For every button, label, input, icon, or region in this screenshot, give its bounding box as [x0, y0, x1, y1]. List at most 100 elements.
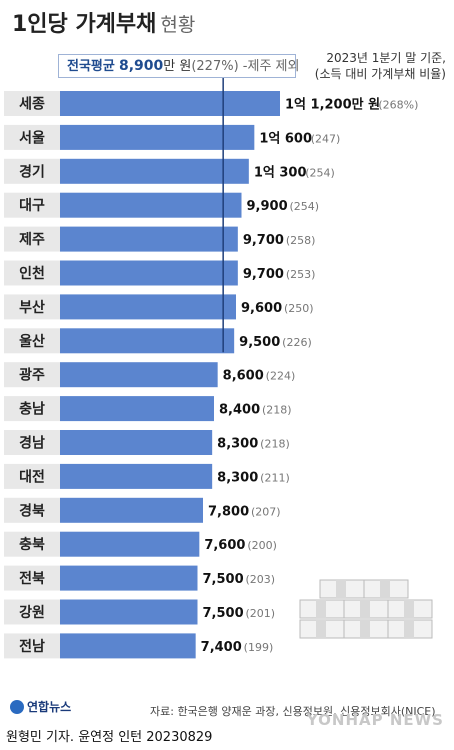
page-title: 1인당 가계부채 현황 — [12, 6, 195, 38]
ratio-label: (199) — [244, 641, 274, 654]
source-text: 자료: 한국은행 양재운 과장, 신용정보원, 신용정보회사(NICE) — [150, 705, 436, 718]
title-subtitle: 현황 — [160, 14, 196, 36]
value-label: 1억 300 — [254, 165, 307, 180]
region-label: 부산 — [19, 299, 45, 316]
bar — [60, 91, 280, 116]
title-main: 1인당 가계부채 — [12, 12, 157, 37]
region-label: 강원 — [19, 604, 45, 621]
region-label: 광주 — [19, 367, 45, 384]
ratio-label: (258) — [286, 234, 316, 247]
region-label: 충남 — [19, 401, 45, 418]
ratio-label: (218) — [260, 438, 290, 451]
region-label-bg — [4, 294, 60, 320]
average-unit: 만 원 — [163, 59, 192, 74]
money-band — [316, 620, 326, 638]
region-label: 경남 — [19, 435, 45, 452]
ratio-label: (247) — [311, 132, 341, 145]
money-band — [316, 600, 326, 618]
bar — [60, 531, 200, 557]
value-label: 8,400 — [219, 403, 260, 418]
bar — [60, 565, 198, 591]
bar — [60, 362, 218, 388]
ratio-label: (218) — [262, 404, 292, 417]
bar — [60, 192, 242, 218]
value-label: 9,900 — [247, 199, 288, 214]
ratio-label: (268%) — [378, 99, 418, 112]
value-label: 8,300 — [217, 437, 258, 452]
region-label: 인천 — [19, 265, 45, 282]
national-average-box: 전국평균 8,900만 원(227%) -제주 제외 — [58, 54, 299, 78]
value-label: 7,500 — [203, 572, 244, 587]
average-note: -제주 제외 — [242, 59, 300, 74]
region-label: 경북 — [19, 502, 45, 519]
region-label-bg — [4, 158, 60, 184]
value-label: 1억 600 — [259, 131, 312, 146]
bar — [60, 328, 235, 354]
region-label-bg — [4, 328, 60, 354]
value-label: 7,500 — [203, 606, 244, 621]
credit-text: 원형민 기자. 윤연정 인턴 20230829 — [6, 730, 213, 745]
region-label-bg — [4, 91, 60, 116]
region-label: 경기 — [19, 163, 45, 180]
region-label-bg — [4, 226, 60, 252]
region-label: 전북 — [19, 570, 45, 587]
region-label-bg — [4, 463, 60, 489]
value-label: 7,600 — [204, 538, 245, 553]
money-stack-illustration — [299, 579, 433, 639]
bar — [60, 124, 255, 150]
value-label: 9,700 — [243, 233, 284, 248]
yonhap-logo: 연합뉴스 — [10, 698, 71, 715]
value-label: 9,500 — [239, 335, 280, 350]
region-label-bg — [4, 565, 60, 591]
average-value: 8,900 — [118, 58, 164, 74]
ratio-label: (254) — [305, 166, 335, 179]
ratio-label: (253) — [286, 268, 316, 281]
chart-note: 2023년 1분기 말 기준, (소득 대비 가계부채 비율) — [315, 50, 446, 82]
region-label: 대전 — [19, 468, 45, 485]
region-label-bg — [4, 396, 60, 422]
bar — [60, 158, 249, 184]
bar — [60, 463, 213, 489]
ratio-label: (200) — [247, 539, 277, 552]
money-band — [404, 620, 414, 638]
value-label: 1억 1,200만 원 — [285, 97, 380, 113]
average-label: 전국평균 — [67, 59, 115, 74]
logo-mark-icon — [10, 700, 24, 714]
region-label-bg — [4, 260, 60, 286]
value-label: 8,600 — [223, 369, 264, 384]
region-label-bg — [4, 124, 60, 150]
ratio-label: (207) — [251, 505, 281, 518]
money-band — [336, 580, 346, 598]
money-band — [404, 600, 414, 618]
money-band — [360, 600, 370, 618]
average-ratio: (227%) — [191, 59, 239, 74]
ratio-label: (201) — [246, 607, 276, 620]
ratio-label: (226) — [282, 336, 312, 349]
ratio-label: (254) — [290, 200, 320, 213]
region-label-bg — [4, 497, 60, 523]
money-band — [380, 580, 390, 598]
region-label: 세종 — [19, 97, 45, 113]
ratio-label: (224) — [266, 370, 296, 383]
bar — [60, 497, 203, 523]
region-label: 서울 — [19, 129, 45, 146]
region-label-bg — [4, 192, 60, 218]
ratio-label: (211) — [260, 471, 290, 484]
bar — [60, 599, 198, 625]
value-label: 7,800 — [208, 504, 249, 519]
value-label: 8,300 — [217, 470, 258, 485]
bar — [60, 633, 196, 659]
ratio-label: (250) — [284, 302, 314, 315]
region-label: 충북 — [19, 537, 45, 553]
bar — [60, 294, 236, 320]
region-label-bg — [4, 430, 60, 455]
ratio-label: (203) — [246, 573, 276, 586]
bar — [60, 260, 238, 286]
money-band — [360, 620, 370, 638]
region-label: 울산 — [19, 333, 45, 350]
bar — [60, 226, 238, 252]
region-label-bg — [4, 531, 60, 557]
value-label: 9,700 — [243, 267, 284, 282]
region-label: 전남 — [19, 638, 45, 655]
